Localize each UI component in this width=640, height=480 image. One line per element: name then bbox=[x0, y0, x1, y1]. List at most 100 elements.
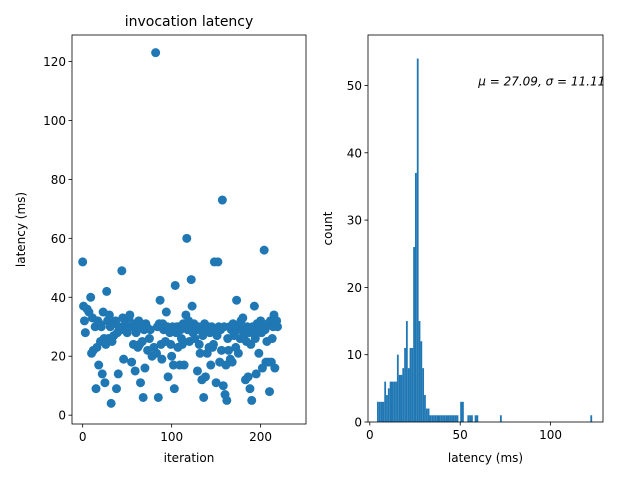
scatter-y-tick-label: 100 bbox=[43, 114, 66, 128]
histogram-bar bbox=[411, 347, 414, 422]
scatter-point bbox=[130, 366, 140, 376]
histogram-bar bbox=[405, 321, 408, 422]
scatter-x-tick-label: 100 bbox=[160, 430, 183, 444]
histogram-bar bbox=[499, 415, 502, 422]
scatter-point bbox=[177, 339, 187, 349]
scatter-point bbox=[78, 257, 88, 267]
histogram-bar bbox=[442, 415, 444, 422]
scatter-point bbox=[200, 372, 210, 382]
histogram-bar bbox=[386, 395, 388, 422]
histogram-bar bbox=[409, 347, 412, 422]
scatter-point bbox=[206, 360, 216, 370]
scatter-y-tick-label: 40 bbox=[51, 291, 66, 305]
scatter-point bbox=[194, 339, 204, 349]
histogram-bar bbox=[456, 415, 459, 422]
histogram-bar bbox=[424, 395, 426, 422]
histogram-bar bbox=[452, 415, 455, 422]
scatter-y-tick-label: 120 bbox=[43, 55, 66, 69]
histogram-bar bbox=[454, 415, 457, 422]
scatter-x-axis-label: iteration bbox=[164, 451, 215, 465]
histogram-bar bbox=[416, 58, 419, 423]
histogram-bar bbox=[429, 415, 432, 422]
histogram-y-tick-label: 50 bbox=[347, 79, 362, 93]
scatter-point bbox=[138, 392, 148, 402]
histogram-bar bbox=[436, 415, 439, 422]
scatter-point bbox=[94, 360, 104, 370]
histogram-frame bbox=[367, 34, 604, 423]
histogram-bar bbox=[402, 368, 405, 422]
histogram-bar bbox=[407, 368, 410, 422]
histogram-x-tick-label: 50 bbox=[453, 428, 468, 442]
histogram-bar bbox=[404, 347, 406, 422]
scatter-point bbox=[125, 310, 135, 320]
scatter-point bbox=[259, 245, 269, 255]
histogram-bar bbox=[431, 415, 434, 422]
scatter-point bbox=[216, 345, 226, 355]
scatter-point bbox=[218, 381, 228, 391]
scatter-point bbox=[97, 369, 107, 379]
scatter-y-tick-label: 80 bbox=[51, 173, 66, 187]
histogram-y-tick-label: 40 bbox=[347, 146, 362, 160]
histogram-y-axis-label: count bbox=[321, 211, 335, 245]
scatter-point bbox=[251, 369, 261, 379]
scatter-point bbox=[86, 292, 96, 302]
scatter-point bbox=[163, 372, 173, 382]
scatter-point bbox=[233, 348, 243, 358]
scatter-frame bbox=[71, 34, 307, 425]
scatter-point bbox=[238, 313, 248, 323]
scatter-point bbox=[104, 310, 114, 320]
histogram-bar bbox=[425, 408, 428, 422]
scatter-point bbox=[270, 363, 280, 373]
scatter-point bbox=[140, 363, 150, 373]
histogram-y-tick-label: 30 bbox=[347, 214, 362, 228]
scatter-point bbox=[254, 348, 264, 358]
scatter-axes: 0 100 200 0 20 40 60 80 100 120 invocation latenc… bbox=[14, 14, 307, 465]
histogram-bar bbox=[590, 415, 593, 422]
scatter-point bbox=[199, 392, 209, 402]
scatter-point bbox=[111, 384, 121, 394]
histogram-bar bbox=[384, 381, 387, 422]
scatter-point bbox=[166, 339, 176, 349]
scatter-point bbox=[106, 398, 116, 408]
histogram-bar bbox=[400, 374, 403, 422]
scatter-point bbox=[208, 339, 218, 349]
scatter-y-axis-label: latency (ms) bbox=[14, 192, 28, 267]
scatter-x-tick-label: 200 bbox=[249, 430, 272, 444]
scatter-point bbox=[192, 366, 202, 376]
histogram-bar bbox=[469, 415, 472, 422]
scatter-point bbox=[96, 322, 106, 332]
histogram-bar bbox=[378, 401, 381, 422]
histogram-bar bbox=[377, 401, 379, 422]
histogram-stats-annotation: μ = 27.09, σ = 11.11 bbox=[477, 74, 605, 88]
scatter-point bbox=[273, 322, 283, 332]
scatter-point bbox=[167, 351, 177, 361]
histogram-bar bbox=[393, 381, 396, 422]
scatter-point bbox=[195, 348, 205, 358]
scatter-title: invocation latency bbox=[125, 14, 254, 30]
histogram-bar bbox=[471, 415, 473, 422]
scatter-point bbox=[91, 384, 101, 394]
histogram-bar bbox=[474, 415, 477, 422]
histogram-bar bbox=[387, 388, 390, 422]
scatter-point bbox=[151, 48, 161, 58]
histogram-bar bbox=[418, 321, 421, 422]
histogram-bar bbox=[445, 415, 448, 422]
scatter-point bbox=[232, 295, 242, 305]
scatter-point bbox=[224, 345, 234, 355]
scatter-point bbox=[137, 336, 147, 346]
histogram-bar bbox=[427, 408, 430, 422]
scatter-point bbox=[213, 257, 223, 267]
scatter-point bbox=[145, 325, 155, 335]
histogram-bar bbox=[438, 415, 441, 422]
histogram-bar bbox=[396, 354, 399, 422]
histogram-bar bbox=[415, 172, 417, 422]
histogram-x-axis-label: latency (ms) bbox=[448, 451, 523, 465]
scatter-point bbox=[217, 195, 227, 205]
scatter-point bbox=[79, 316, 89, 326]
scatter-point bbox=[227, 357, 237, 367]
scatter-point bbox=[100, 378, 110, 388]
scatter-points bbox=[78, 48, 283, 408]
scatter-point bbox=[113, 369, 123, 379]
